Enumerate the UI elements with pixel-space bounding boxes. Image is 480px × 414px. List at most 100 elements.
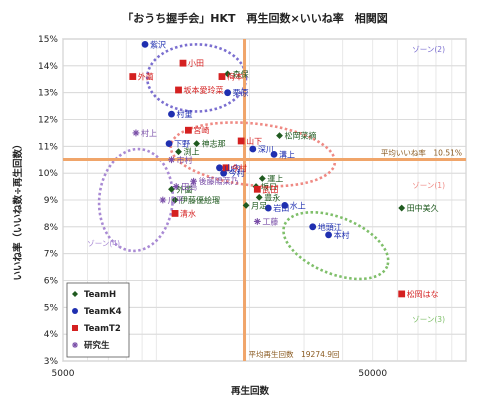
y-tick-label: 14% — [38, 62, 58, 72]
data-point — [398, 204, 406, 212]
y-tick-label: 15% — [38, 35, 58, 45]
zone-label: ゾーン(3) — [412, 315, 445, 324]
data-point — [309, 223, 317, 231]
x-tick-label: 5000 — [52, 369, 75, 379]
point-label: 月足 — [251, 201, 267, 210]
data-point — [276, 132, 283, 139]
data-point — [165, 140, 173, 148]
legend-entry: 研究生 — [84, 340, 110, 351]
point-label: 松岡菜摘 — [285, 131, 317, 141]
data-point — [175, 86, 182, 94]
point-label: 宮崎 — [193, 125, 209, 135]
point-label: 豊永 — [264, 192, 280, 202]
data-point — [171, 210, 179, 217]
data-point — [218, 73, 226, 80]
data-point — [72, 308, 78, 314]
data-point — [168, 185, 175, 193]
y-tick-label: 4% — [44, 330, 59, 340]
legend: TeamH TeamK4 TeamT2 研究生 — [66, 282, 130, 358]
point-label: 神志那 — [202, 139, 226, 149]
data-point — [72, 342, 78, 348]
point-label: 今村 — [231, 163, 247, 173]
data-point — [129, 73, 137, 80]
data-point — [72, 325, 78, 331]
data-point — [224, 70, 232, 78]
y-tick-label: 11% — [38, 142, 58, 152]
legend-entry: TeamK4 — [84, 307, 122, 317]
point-label: 川平 — [168, 196, 184, 205]
data-point — [159, 196, 167, 204]
data-point — [193, 140, 201, 148]
point-label: 運上 — [267, 175, 283, 184]
data-point — [216, 164, 223, 172]
point-label: 深川 — [258, 145, 274, 154]
data-point — [172, 183, 180, 190]
point-label: 水上 — [290, 200, 306, 210]
x-axis-label: 再生回数 — [231, 385, 270, 397]
data-point — [270, 150, 278, 158]
point-label: 後藤陽菜乃 — [199, 176, 239, 186]
zone-label: ゾーン(4) — [87, 239, 120, 248]
y-tick-label: 12% — [38, 116, 58, 126]
point-label: 紫沢 — [150, 40, 166, 49]
chart-title: 「おうち握手会」HKT 再生回数×いいね率 相関図 — [122, 11, 387, 25]
point-label: 本村 — [334, 230, 350, 240]
reference-lines: 平均いいね率 10.51% 平均再生回数 19274.9回 — [63, 39, 466, 361]
data-point — [72, 291, 78, 297]
zone-groups: ゾーン(2) ゾーン(1) ゾーン(3) ゾーン(4) — [87, 43, 445, 324]
point-label: 外薗 — [176, 184, 192, 194]
point-label: 岩田 — [273, 203, 289, 213]
data-point — [253, 218, 261, 225]
y-tick-label: 9% — [44, 196, 59, 206]
y-tick-label: 10% — [38, 169, 58, 179]
data-point — [171, 196, 179, 204]
y-tick-label: 13% — [38, 89, 58, 99]
data-point — [249, 145, 257, 153]
point-label: 溝上 — [279, 149, 295, 159]
point-label: 村上 — [141, 128, 157, 138]
point-label: 下野 — [174, 140, 190, 149]
point-label: 村重 — [176, 109, 192, 119]
point-label: 森保 — [233, 69, 249, 79]
data-point — [325, 231, 332, 239]
data-point — [168, 156, 175, 164]
data-point — [179, 59, 187, 67]
legend-entry: TeamH — [84, 290, 116, 300]
zone-ellipse — [282, 210, 390, 281]
y-tick-label: 7% — [44, 250, 59, 260]
zone-label: ゾーン(2) — [412, 45, 445, 54]
point-label: 渕上 — [184, 147, 200, 157]
point-label: 田島 — [181, 182, 197, 192]
data-point — [281, 201, 289, 209]
point-label: 松岡はな — [407, 289, 439, 299]
x-tick-label: 50000 — [358, 369, 387, 379]
data-point — [258, 175, 266, 182]
data-points — [129, 40, 406, 298]
point-label: 工藤 — [262, 216, 278, 226]
point-label: 田中美久 — [407, 203, 439, 213]
data-point — [264, 204, 272, 212]
avg-like-rate-label: 平均いいね率 10.51% — [381, 147, 462, 157]
axis-ticks: 3% 4% 5% 6% 7% 8% 9% 10% 11% 12% 13% 14% 15% 5000 5000… — [38, 35, 387, 379]
data-point — [253, 185, 261, 193]
data-point — [255, 193, 263, 201]
data-point — [132, 129, 140, 137]
grid-lines — [62, 38, 467, 362]
point-label: 小田 — [188, 59, 204, 68]
data-point — [184, 126, 192, 134]
y-tick-label: 5% — [44, 303, 59, 313]
data-point — [242, 201, 250, 209]
data-point — [222, 164, 230, 172]
point-label: 伊藤優絵瑠 — [180, 195, 220, 205]
data-point — [398, 290, 406, 298]
data-point — [141, 40, 149, 48]
point-label: 清水 — [180, 208, 196, 218]
data-point — [190, 177, 197, 185]
point-label: 山下 — [246, 136, 262, 146]
point-label: 栗原 — [233, 89, 249, 98]
y-tick-label: 3% — [44, 357, 59, 367]
data-point — [224, 89, 232, 97]
point-label: 地頭江 — [318, 222, 342, 232]
